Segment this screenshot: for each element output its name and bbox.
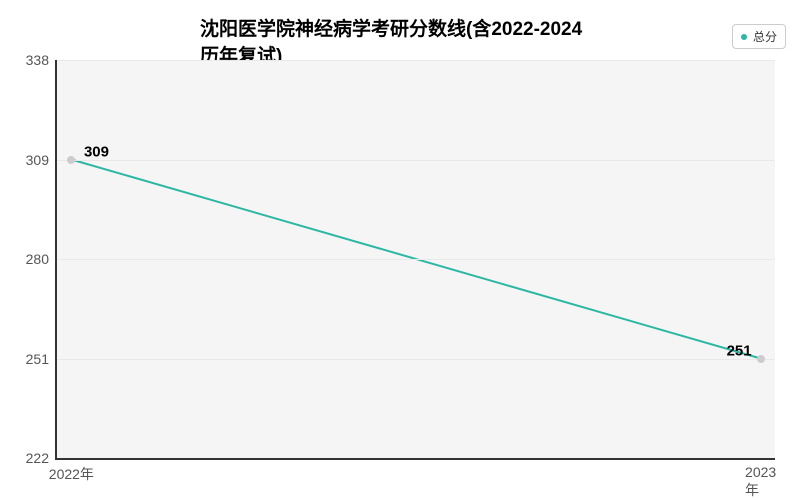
x-tick-label: 2022年 — [49, 464, 94, 484]
y-tick-label: 280 — [26, 251, 49, 267]
data-point — [757, 355, 765, 363]
plot-area: 2222512803093382022年2023年309251 — [55, 60, 775, 460]
data-point — [67, 156, 75, 164]
gridline — [57, 160, 775, 161]
data-label: 309 — [84, 143, 109, 160]
gridline — [57, 259, 775, 260]
y-tick-label: 222 — [26, 450, 49, 466]
y-tick-label: 251 — [26, 351, 49, 367]
legend-label: 总分 — [753, 28, 777, 45]
legend: 总分 — [732, 24, 786, 49]
y-tick-label: 338 — [26, 52, 49, 68]
legend-marker-icon — [741, 34, 747, 40]
gridline — [57, 359, 775, 360]
chart-container: 沈阳医学院神经病学考研分数线(含2022-2024历年复试) 总分 222251… — [0, 0, 800, 500]
data-label: 251 — [727, 342, 752, 359]
gridline — [57, 60, 775, 61]
x-tick-label: 2023年 — [745, 464, 776, 500]
y-tick-label: 309 — [26, 152, 49, 168]
